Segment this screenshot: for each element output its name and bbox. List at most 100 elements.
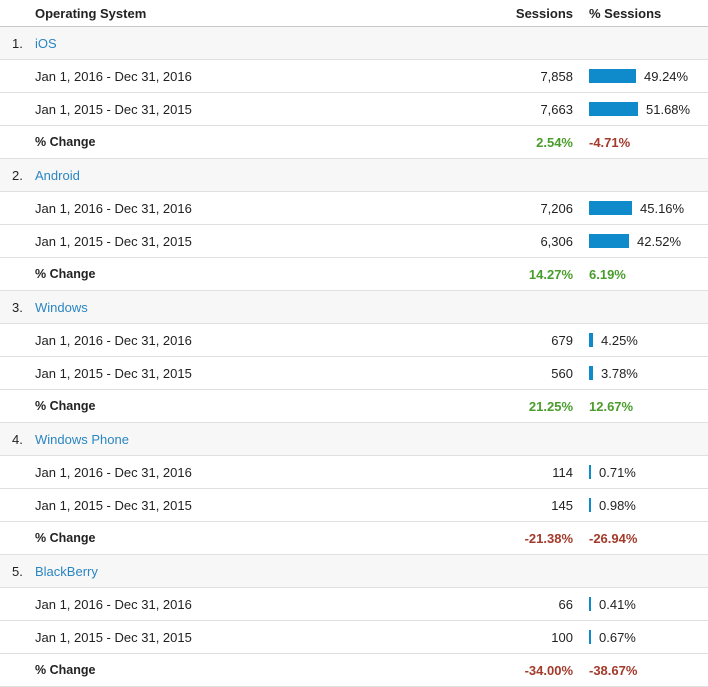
sessions-value: 66 xyxy=(558,597,573,612)
pct-sessions-cell: 0.67% xyxy=(589,629,636,645)
table-row: Jan 1, 2016 - Dec 31, 2016 114 0.71% xyxy=(0,456,708,489)
table-row: Jan 1, 2015 - Dec 31, 2015 7,663 51.68% xyxy=(0,93,708,126)
pct-sessions-change: -38.67% xyxy=(589,663,638,678)
change-label: % Change xyxy=(35,399,96,413)
sessions-change: 21.25% xyxy=(528,399,573,414)
table-row-change: % Change 14.27% 6.19% xyxy=(0,258,708,291)
table-row: Jan 1, 2016 - Dec 31, 2016 679 4.25% xyxy=(0,324,708,357)
sessions-value: 7,858 xyxy=(540,69,573,84)
os-link[interactable]: Windows Phone xyxy=(35,432,129,447)
table-row-group: 5. BlackBerry xyxy=(0,555,708,588)
pct-sessions-cell: 51.68% xyxy=(589,101,690,117)
table-row: Jan 1, 2015 - Dec 31, 2015 560 3.78% xyxy=(0,357,708,390)
change-label: % Change xyxy=(35,531,96,545)
date-range: Jan 1, 2015 - Dec 31, 2015 xyxy=(35,630,192,645)
pct-sessions-bar xyxy=(589,498,591,512)
pct-sessions-bar xyxy=(589,465,591,479)
row-rank: 4. xyxy=(12,432,23,447)
pct-sessions-change: 12.67% xyxy=(589,399,634,414)
pct-sessions-cell: 4.25% xyxy=(589,332,638,348)
pct-sessions-cell: 45.16% xyxy=(589,200,684,216)
table-row: Jan 1, 2015 - Dec 31, 2015 100 0.67% xyxy=(0,621,708,654)
table-row-change: % Change 21.25% 12.67% xyxy=(0,390,708,423)
table-row: Jan 1, 2016 - Dec 31, 2016 66 0.41% xyxy=(0,588,708,621)
column-header-operating-system[interactable]: Operating System xyxy=(35,6,147,21)
date-range: Jan 1, 2016 - Dec 31, 2016 xyxy=(35,69,192,84)
pct-sessions-bar xyxy=(589,102,638,116)
pct-sessions-cell: 0.41% xyxy=(589,596,636,612)
change-label: % Change xyxy=(35,135,96,149)
date-range: Jan 1, 2016 - Dec 31, 2016 xyxy=(35,333,192,348)
sessions-change: -34.00% xyxy=(524,663,573,678)
pct-sessions-bar xyxy=(589,366,593,380)
sessions-value: 100 xyxy=(551,630,573,645)
table-row-change: % Change 2.54% -4.71% xyxy=(0,126,708,159)
sessions-value: 6,306 xyxy=(540,234,573,249)
pct-sessions-cell: 3.78% xyxy=(589,365,638,381)
pct-sessions-value: 0.67% xyxy=(599,629,636,645)
sessions-value: 7,663 xyxy=(540,102,573,117)
pct-sessions-bar xyxy=(589,597,591,611)
row-rank: 3. xyxy=(12,300,23,315)
table-row: Jan 1, 2016 - Dec 31, 2016 7,206 45.16% xyxy=(0,192,708,225)
pct-sessions-cell: 49.24% xyxy=(589,68,688,84)
pct-sessions-value: 0.71% xyxy=(599,464,636,480)
sessions-value: 145 xyxy=(551,498,573,513)
sessions-value: 679 xyxy=(551,333,573,348)
date-range: Jan 1, 2015 - Dec 31, 2015 xyxy=(35,102,192,117)
table-row: Jan 1, 2015 - Dec 31, 2015 6,306 42.52% xyxy=(0,225,708,258)
sessions-change: 14.27% xyxy=(528,267,573,282)
table-row: Jan 1, 2016 - Dec 31, 2016 7,858 49.24% xyxy=(0,60,708,93)
pct-sessions-value: 42.52% xyxy=(637,233,682,249)
table-row-group: 4. Windows Phone xyxy=(0,423,708,456)
pct-sessions-bar xyxy=(589,201,632,215)
os-link[interactable]: iOS xyxy=(35,36,57,51)
table-header: Operating System Sessions % Sessions xyxy=(0,0,708,27)
date-range: Jan 1, 2016 - Dec 31, 2016 xyxy=(35,201,192,216)
column-header-sessions[interactable]: Sessions xyxy=(515,6,573,21)
pct-sessions-value: 0.98% xyxy=(599,497,636,513)
os-link[interactable]: BlackBerry xyxy=(35,564,98,579)
pct-sessions-change: 6.19% xyxy=(589,267,626,282)
table-row-group: 1. iOS xyxy=(0,27,708,60)
pct-sessions-bar xyxy=(589,234,629,248)
change-label: % Change xyxy=(35,267,96,281)
pct-sessions-bar xyxy=(589,69,636,83)
table-row-change: % Change -34.00% -38.67% xyxy=(0,654,708,687)
column-header-pct-sessions[interactable]: % Sessions xyxy=(589,6,662,21)
pct-sessions-value: 49.24% xyxy=(644,68,689,84)
sessions-change: -21.38% xyxy=(524,531,573,546)
table-row: Jan 1, 2015 - Dec 31, 2015 145 0.98% xyxy=(0,489,708,522)
sessions-change: 2.54% xyxy=(536,135,573,150)
pct-sessions-value: 4.25% xyxy=(601,332,638,348)
pct-sessions-change: -4.71% xyxy=(589,135,631,150)
date-range: Jan 1, 2016 - Dec 31, 2016 xyxy=(35,597,192,612)
change-label: % Change xyxy=(35,663,96,677)
pct-sessions-cell: 42.52% xyxy=(589,233,681,249)
pct-sessions-cell: 0.71% xyxy=(589,464,636,480)
row-rank: 5. xyxy=(12,564,23,579)
sessions-value: 114 xyxy=(552,465,573,480)
os-link[interactable]: Windows xyxy=(35,300,88,315)
date-range: Jan 1, 2015 - Dec 31, 2015 xyxy=(35,498,192,513)
row-rank: 2. xyxy=(12,168,23,183)
table-row-group: 2. Android xyxy=(0,159,708,192)
row-rank: 1. xyxy=(12,36,23,51)
date-range: Jan 1, 2016 - Dec 31, 2016 xyxy=(35,465,192,480)
pct-sessions-value: 45.16% xyxy=(640,200,685,216)
pct-sessions-bar xyxy=(589,630,591,644)
pct-sessions-value: 0.41% xyxy=(599,596,636,612)
os-link[interactable]: Android xyxy=(35,168,80,183)
table-row-group: 3. Windows xyxy=(0,291,708,324)
date-range: Jan 1, 2015 - Dec 31, 2015 xyxy=(35,366,192,381)
date-range: Jan 1, 2015 - Dec 31, 2015 xyxy=(35,234,192,249)
sessions-value: 7,206 xyxy=(540,201,573,216)
table-row-change: % Change -21.38% -26.94% xyxy=(0,522,708,555)
pct-sessions-bar xyxy=(589,333,593,347)
sessions-value: 560 xyxy=(551,366,573,381)
pct-sessions-value: 51.68% xyxy=(646,101,691,117)
table-body: 1. iOS Jan 1, 2016 - Dec 31, 2016 7,858 49.2… xyxy=(0,27,708,687)
pct-sessions-value: 3.78% xyxy=(601,365,638,381)
pct-sessions-change: -26.94% xyxy=(589,531,638,546)
